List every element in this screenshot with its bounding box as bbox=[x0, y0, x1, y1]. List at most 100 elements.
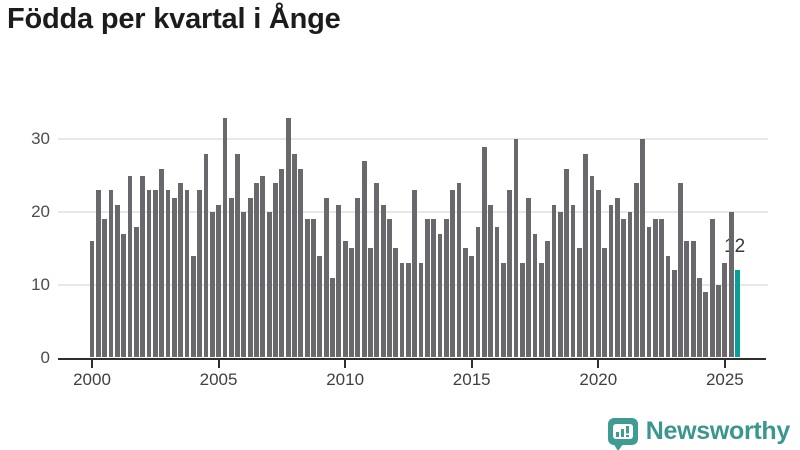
bar bbox=[462, 248, 468, 358]
newsworthy-logo[interactable]: Newsworthy bbox=[607, 417, 791, 450]
bar bbox=[412, 190, 418, 358]
bar bbox=[519, 263, 525, 358]
y-axis-label: 30 bbox=[31, 129, 50, 149]
bar bbox=[241, 212, 247, 358]
bar bbox=[349, 248, 354, 358]
bar bbox=[583, 154, 589, 358]
bar bbox=[716, 284, 721, 358]
bar bbox=[184, 190, 190, 358]
bar bbox=[627, 212, 633, 358]
bar bbox=[576, 248, 582, 358]
bar bbox=[671, 270, 677, 358]
bar bbox=[342, 241, 348, 358]
bar bbox=[178, 183, 183, 358]
bar bbox=[684, 241, 690, 358]
bar bbox=[399, 263, 405, 358]
x-axis-tick bbox=[470, 359, 473, 368]
bar bbox=[494, 226, 500, 358]
bar bbox=[513, 139, 519, 358]
bar bbox=[538, 263, 544, 358]
bar bbox=[545, 241, 551, 358]
bar bbox=[602, 248, 607, 358]
bar bbox=[621, 219, 626, 358]
x-axis-label: 2020 bbox=[579, 369, 618, 389]
bar bbox=[608, 204, 614, 358]
x-axis-tick bbox=[344, 359, 347, 368]
bar bbox=[633, 183, 639, 358]
y-axis-label: 20 bbox=[31, 202, 50, 222]
bar bbox=[89, 241, 95, 358]
x-axis-label: 2005 bbox=[199, 369, 238, 389]
bar bbox=[488, 204, 494, 358]
bar bbox=[127, 175, 133, 358]
bar bbox=[222, 117, 228, 358]
bar bbox=[709, 219, 715, 358]
bar bbox=[431, 219, 437, 358]
bar bbox=[216, 204, 221, 358]
bar bbox=[728, 212, 734, 358]
x-axis-tick bbox=[217, 359, 220, 368]
chart-title: Födda per kvartal i Ånge bbox=[7, 3, 341, 35]
y-axis-label: 10 bbox=[31, 274, 50, 294]
bar bbox=[456, 183, 462, 358]
bar bbox=[228, 197, 234, 358]
bar bbox=[235, 154, 240, 358]
x-axis-line bbox=[58, 357, 766, 360]
bar bbox=[507, 190, 513, 358]
last-value-label: 12 bbox=[724, 236, 746, 257]
bar bbox=[298, 168, 304, 358]
bar bbox=[500, 263, 506, 358]
bar bbox=[697, 277, 702, 358]
bar bbox=[304, 219, 310, 358]
bar bbox=[690, 241, 696, 358]
bar bbox=[450, 190, 456, 358]
bar bbox=[570, 204, 576, 358]
bar bbox=[336, 204, 342, 358]
bar bbox=[665, 255, 671, 358]
bar bbox=[444, 219, 449, 358]
bar bbox=[469, 255, 475, 358]
bar bbox=[646, 226, 652, 358]
gridline bbox=[58, 138, 768, 141]
bar bbox=[279, 168, 285, 358]
bar bbox=[589, 175, 595, 358]
bar bbox=[595, 190, 601, 358]
bar bbox=[266, 212, 272, 358]
bar bbox=[247, 197, 253, 358]
bar bbox=[254, 183, 259, 358]
bar bbox=[437, 233, 443, 358]
bar bbox=[564, 168, 570, 358]
newsworthy-bubble-icon bbox=[607, 418, 638, 450]
mini-barchart-icon bbox=[612, 424, 633, 439]
bar bbox=[197, 190, 202, 358]
x-axis-label: 2015 bbox=[452, 369, 491, 389]
bar bbox=[722, 263, 728, 358]
bar bbox=[121, 233, 127, 358]
bar bbox=[387, 219, 392, 358]
bar bbox=[703, 292, 709, 358]
newsworthy-logo-text: Newsworthy bbox=[645, 417, 791, 445]
bar bbox=[614, 197, 620, 358]
bar bbox=[652, 219, 658, 358]
x-axis-label: 2025 bbox=[705, 369, 744, 389]
bar bbox=[273, 183, 278, 358]
bar bbox=[532, 233, 538, 358]
x-axis-tick bbox=[91, 359, 93, 368]
bar bbox=[311, 219, 316, 358]
bar bbox=[152, 190, 158, 358]
bar bbox=[114, 204, 120, 358]
bar bbox=[133, 226, 139, 358]
bar bbox=[659, 219, 664, 358]
bar bbox=[418, 263, 424, 358]
bar bbox=[355, 197, 361, 358]
x-axis-tick bbox=[723, 359, 726, 368]
bar bbox=[95, 190, 101, 358]
y-axis-label: 0 bbox=[40, 347, 50, 367]
x-axis-tick bbox=[597, 359, 600, 368]
bar bbox=[209, 212, 215, 358]
bar bbox=[526, 197, 532, 358]
bar bbox=[317, 255, 323, 358]
bar bbox=[285, 117, 291, 358]
bar bbox=[380, 204, 386, 358]
